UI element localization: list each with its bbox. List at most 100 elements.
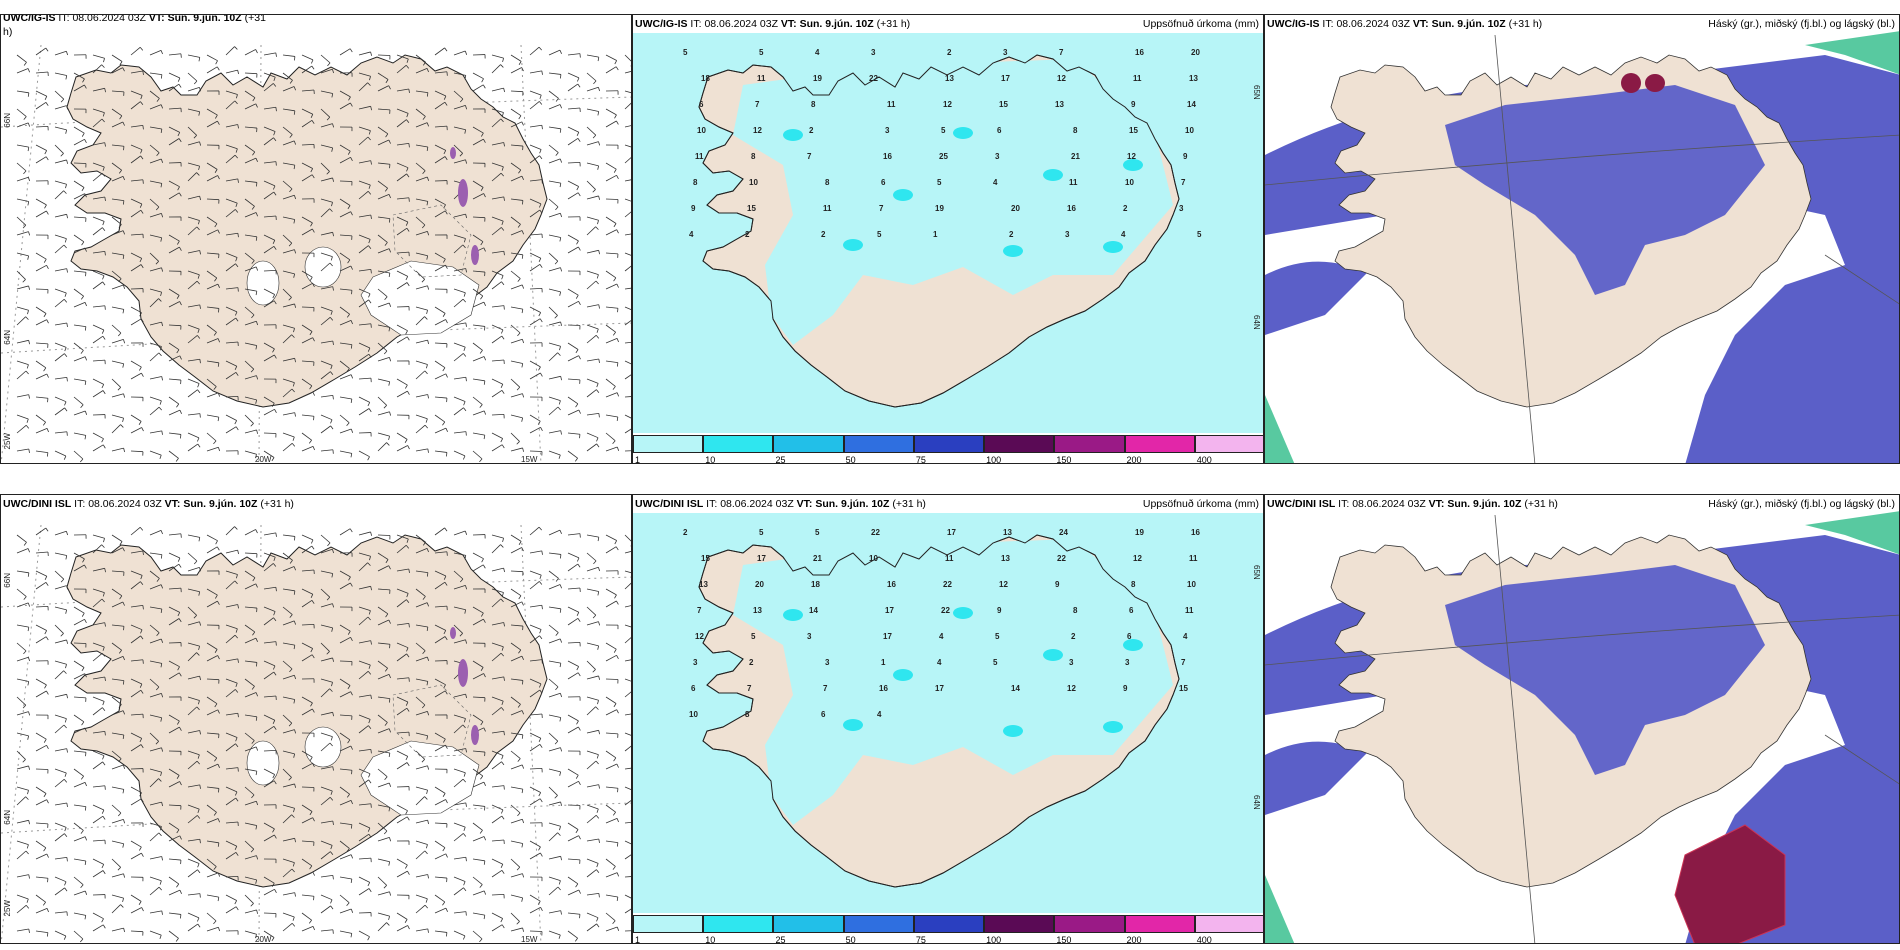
vt-label: VT: Sun. 9.jún. 10Z bbox=[1428, 498, 1522, 510]
wind-barb-flag bbox=[538, 366, 541, 371]
precip-value: 6 bbox=[691, 684, 696, 693]
wind-barb bbox=[282, 566, 295, 572]
wind-barb bbox=[567, 660, 579, 667]
wind-barb-flag bbox=[272, 240, 276, 244]
wind-barb-flag bbox=[79, 458, 84, 463]
wind-barb bbox=[624, 90, 631, 94]
wind-barb bbox=[491, 761, 502, 770]
wind-barb-flag bbox=[388, 619, 391, 624]
wind-barb bbox=[187, 675, 200, 680]
wind-barb-flag bbox=[332, 395, 334, 400]
it-label: IT: bbox=[706, 498, 718, 510]
wind-barb-flag bbox=[161, 856, 163, 861]
wind-barb-flag bbox=[329, 688, 333, 692]
wind-barb bbox=[320, 657, 333, 662]
wind-barb-flag bbox=[616, 655, 619, 660]
wind-barb-flag bbox=[559, 608, 562, 613]
wind-barb-flag bbox=[42, 901, 46, 906]
wind-barb bbox=[529, 786, 541, 793]
wind-barb-flag bbox=[84, 782, 87, 787]
wind-barb-flag bbox=[101, 118, 105, 123]
wind-barb-flag bbox=[539, 155, 543, 160]
wind-barb-flag bbox=[613, 703, 617, 708]
wind-barb-flag bbox=[444, 527, 448, 532]
colorbar-swatch bbox=[1194, 915, 1263, 933]
wind-barb-flag bbox=[199, 567, 202, 572]
wind-barb bbox=[263, 180, 276, 187]
wind-barb bbox=[35, 582, 47, 590]
wind-barb-flag bbox=[616, 120, 619, 125]
wind-barb-flag bbox=[350, 878, 353, 883]
wind-barb-flag bbox=[214, 757, 218, 762]
wind-barb-flag bbox=[179, 781, 182, 786]
wind-barb-flag bbox=[294, 892, 296, 897]
wind-barb bbox=[225, 526, 235, 536]
wind-barb bbox=[35, 527, 47, 536]
wind-barb-flag bbox=[463, 833, 467, 837]
wind-barb-flag bbox=[578, 726, 581, 731]
wind-barb-flag bbox=[293, 165, 296, 170]
wind-barb bbox=[415, 819, 428, 824]
colorbar-swatch bbox=[633, 435, 704, 453]
wind-barb bbox=[529, 635, 540, 644]
wind-barb-flag bbox=[330, 371, 334, 375]
wind-barb bbox=[510, 786, 523, 790]
wind-barb-flag bbox=[368, 353, 372, 358]
wind-barb-flag bbox=[235, 906, 239, 911]
wind-barb bbox=[491, 227, 502, 236]
wind-barb bbox=[624, 265, 631, 272]
wind-barb-flag bbox=[481, 558, 484, 563]
wind-barb bbox=[548, 855, 561, 860]
wind-barb bbox=[301, 432, 312, 441]
wind-barb-flag bbox=[160, 608, 163, 613]
wind-barb-flag bbox=[140, 581, 144, 585]
wind-barb-flag bbox=[271, 457, 275, 462]
precip-value: 6 bbox=[881, 178, 886, 187]
wind-barb bbox=[244, 180, 257, 183]
wind-barb-flag bbox=[346, 368, 350, 372]
colorbar-tick-label: 200 bbox=[1126, 935, 1142, 944]
wind-barb-flag bbox=[541, 550, 543, 555]
wind-barb bbox=[282, 303, 295, 308]
wind-barb bbox=[54, 585, 67, 590]
wind-barb-flag bbox=[385, 133, 389, 138]
wind-barb-flag bbox=[501, 112, 504, 117]
wind-barb bbox=[35, 373, 48, 380]
wind-barb-flag bbox=[616, 446, 620, 451]
wind-barb bbox=[434, 125, 447, 128]
precip-value: 16 bbox=[1135, 48, 1144, 57]
wind-barb bbox=[415, 198, 428, 202]
wind-barb-flag bbox=[66, 531, 69, 536]
wind-barb-flag bbox=[255, 879, 258, 884]
wind-barb bbox=[73, 564, 85, 572]
wind-barb bbox=[491, 87, 504, 92]
wind-barb-flag bbox=[560, 801, 563, 806]
wind-barb bbox=[73, 138, 85, 146]
wind-barb bbox=[263, 617, 274, 626]
wind-barb bbox=[339, 156, 351, 164]
wind-barb-flag bbox=[122, 309, 125, 314]
wind-barb bbox=[263, 726, 275, 734]
wind-barb bbox=[548, 306, 558, 316]
wind-barb-flag bbox=[289, 668, 293, 673]
wind-barb-flag bbox=[503, 88, 505, 93]
wind-barb bbox=[54, 530, 67, 536]
wind-barb bbox=[567, 606, 579, 613]
precip-cell bbox=[783, 609, 803, 621]
wind-barb bbox=[510, 624, 523, 627]
wind-barb bbox=[35, 732, 47, 740]
wind-barb-flag bbox=[46, 210, 49, 215]
wind-barb bbox=[396, 599, 407, 608]
wind-barb-flag bbox=[500, 652, 504, 657]
wind-barb-flag bbox=[177, 186, 180, 191]
wind-barb-flag bbox=[465, 159, 468, 164]
wind-barb-flag bbox=[119, 115, 123, 120]
wind-barb bbox=[263, 106, 276, 110]
wind-barb bbox=[282, 642, 295, 646]
wind-barb bbox=[130, 264, 142, 272]
wind-barb-flag bbox=[501, 444, 505, 449]
wind-barb bbox=[339, 930, 352, 934]
wind-barb-flag bbox=[502, 57, 504, 63]
wind-barb bbox=[434, 786, 446, 794]
wind-barb bbox=[548, 552, 561, 555]
